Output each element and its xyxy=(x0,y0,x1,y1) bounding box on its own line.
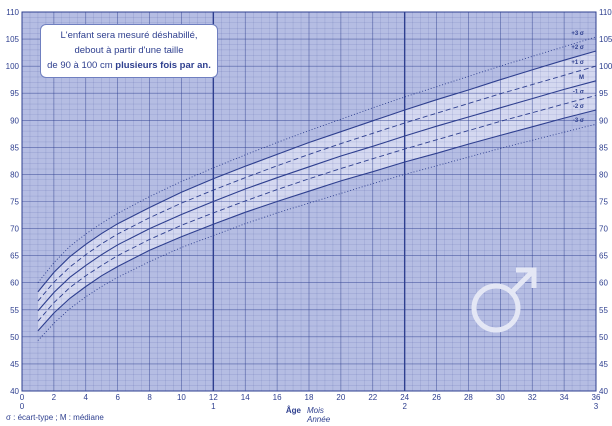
x-tick-label: 10 xyxy=(177,393,186,402)
x-tick-label: 18 xyxy=(305,393,314,402)
x-tick-label: 0 xyxy=(20,393,25,402)
y-tick-label-right: 65 xyxy=(599,252,608,261)
series-label: -2 σ xyxy=(573,104,584,110)
x-axis-title: Âge xyxy=(286,406,302,415)
x-tick-label: 34 xyxy=(560,393,569,402)
note-line-3-bold: plusieurs fois par an. xyxy=(115,60,211,71)
x-tick-label: 6 xyxy=(115,393,120,402)
x-tick-label: 2 xyxy=(52,393,57,402)
x-tick-label: 26 xyxy=(432,393,441,402)
series-line xyxy=(37,65,597,302)
series-label: +1 σ xyxy=(571,60,584,66)
x-tick-label: 24 xyxy=(400,393,409,402)
y-tick-label-left: 100 xyxy=(6,62,20,71)
series-label: +3 σ xyxy=(571,31,584,37)
x-tick-label: 12 xyxy=(209,393,218,402)
plot-frame xyxy=(21,11,597,392)
y-tick-label-right: 90 xyxy=(599,116,608,125)
x-tick-label: 8 xyxy=(147,393,152,402)
y-tick-label-left: 55 xyxy=(10,306,19,315)
y-tick-label-left: 70 xyxy=(10,225,19,234)
y-tick-label-right: 110 xyxy=(599,8,612,17)
x-tick-label: 32 xyxy=(528,393,537,402)
series-lines xyxy=(37,36,597,341)
male-symbol-icon xyxy=(471,267,537,333)
note-line-3-prefix: de 90 à 100 cm xyxy=(47,60,116,71)
note-line-1: L'enfant sera mesuré déshabillé, xyxy=(60,30,198,41)
y-tick-label-left: 75 xyxy=(10,198,19,207)
x-tick-label: 28 xyxy=(464,393,473,402)
series-line xyxy=(37,36,597,283)
y-tick-label-left: 80 xyxy=(10,170,19,179)
series-label: +2 σ xyxy=(571,45,584,51)
series-label: M xyxy=(579,75,584,81)
x-year-label: 2 xyxy=(402,402,407,411)
y-tick-label-right: 50 xyxy=(599,333,608,342)
y-tick-label-right: 40 xyxy=(599,387,608,396)
x-tick-label: 14 xyxy=(241,393,250,402)
x-year-label: 3 xyxy=(594,402,599,411)
y-tick-label-left: 90 xyxy=(10,116,19,125)
y-tick-label-left: 60 xyxy=(10,279,19,288)
series-line xyxy=(37,80,597,312)
x-tick-label: 30 xyxy=(496,393,505,402)
y-tick-label-left: 95 xyxy=(10,89,19,98)
x-tick-label: 36 xyxy=(592,393,601,402)
footnote: σ : écart-type ; M : médiane xyxy=(6,413,104,422)
measurement-note: L'enfant sera mesuré déshabillé, debout … xyxy=(40,24,218,78)
y-tick-label-left: 65 xyxy=(10,252,19,261)
x-tick-label: 20 xyxy=(336,393,345,402)
note-line-3: de 90 à 100 cm plusieurs fois par an. xyxy=(41,58,217,73)
series-line xyxy=(37,109,597,332)
y-tick-label-right: 75 xyxy=(599,198,608,207)
y-tick-label-right: 70 xyxy=(599,225,608,234)
series-label: -1 σ xyxy=(573,89,584,95)
x-tick-label: 22 xyxy=(368,393,377,402)
y-tick-label-right: 100 xyxy=(599,62,612,71)
x-year-label: 1 xyxy=(211,402,216,411)
series-line xyxy=(37,50,597,293)
x-axis-unit-years: Année xyxy=(306,415,331,424)
x-axis-unit-months: Mois xyxy=(307,406,324,415)
y-tick-label-left: 40 xyxy=(10,387,19,396)
y-tick-label-left: 45 xyxy=(10,360,19,369)
y-tick-label-right: 45 xyxy=(599,360,608,369)
y-tick-label-left: 50 xyxy=(10,333,19,342)
y-tick-label-left: 110 xyxy=(6,8,19,17)
y-tick-label-left: 105 xyxy=(6,35,20,44)
y-tick-label-right: 85 xyxy=(599,143,608,152)
y-tick-label-right: 80 xyxy=(599,170,608,179)
x-year-label: 0 xyxy=(20,402,25,411)
y-tick-label-right: 95 xyxy=(599,89,608,98)
y-tick-label-right: 60 xyxy=(599,279,608,288)
x-tick-label: 16 xyxy=(273,393,282,402)
note-line-2: debout à partir d'une taille xyxy=(74,45,184,56)
y-tick-label-left: 85 xyxy=(10,143,19,152)
y-tick-label-right: 55 xyxy=(599,306,608,315)
series-label: -3 σ xyxy=(573,118,584,124)
y-tick-label-right: 105 xyxy=(599,35,612,44)
x-tick-label: 4 xyxy=(84,393,89,402)
series-line xyxy=(37,123,597,341)
series-line xyxy=(37,94,597,322)
